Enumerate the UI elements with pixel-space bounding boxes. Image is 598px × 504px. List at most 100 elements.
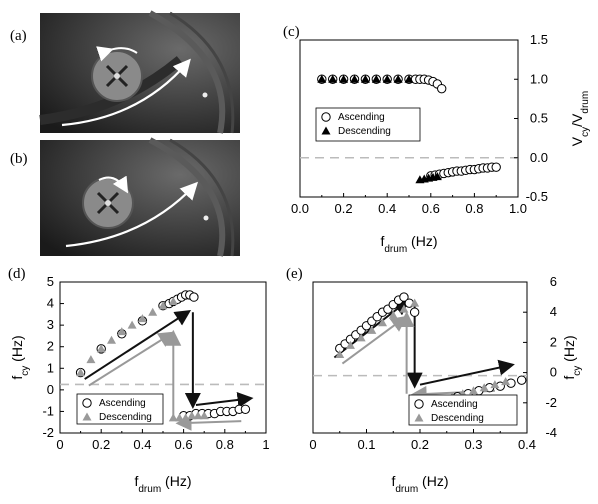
descending-point [335, 349, 345, 358]
y-tick-label: 0.5 [530, 111, 548, 126]
descending-point [367, 325, 377, 334]
arrow-descending-upper [88, 331, 175, 387]
descending-point [404, 74, 414, 83]
y-axis-label: fcy (Hz) [561, 335, 583, 379]
descending-point [107, 335, 116, 344]
y-axis-label: fcy (Hz) [9, 335, 31, 379]
descending-point [317, 74, 327, 83]
descending-point [168, 413, 178, 422]
legend-ascending-label: Ascending [431, 399, 478, 410]
descending-point [399, 304, 409, 313]
y-tick-label: 1 [47, 360, 54, 375]
photo-a [39, 10, 240, 134]
ascending-point [189, 292, 199, 302]
descending-point [371, 74, 381, 83]
ascending-point [491, 162, 501, 172]
x-tick-label: 0.4 [378, 201, 396, 216]
legend-descending-label: Descending [99, 412, 152, 423]
x-tick-label: 0.6 [175, 437, 193, 452]
descending-point [350, 74, 359, 83]
ascending-point [409, 307, 420, 317]
descending-point [360, 74, 370, 83]
arrow-descending-lower [175, 414, 242, 431]
descending-point [117, 327, 127, 336]
x-tick-label: 0 [309, 437, 316, 452]
legend-box [315, 107, 421, 142]
x-tick-label: 0 [56, 437, 63, 452]
ascending-point [437, 83, 447, 94]
legend-descending-label: Descending [431, 413, 484, 424]
legend-descending-marker [414, 413, 424, 422]
y-tick-label: 2 [550, 334, 557, 349]
descending-point [158, 301, 168, 310]
legend-box [76, 393, 164, 425]
y-tick-label: -4 [545, 425, 557, 440]
descending-point [339, 74, 349, 83]
ascending-point [399, 292, 409, 302]
legend-ascending-label: Ascending [99, 398, 146, 409]
descending-point [193, 411, 203, 420]
descending-point [127, 320, 137, 329]
legend-ascending-label: Ascending [338, 112, 385, 123]
y-tick-label: -2 [545, 395, 557, 410]
x-tick-label: 0.3 [464, 437, 482, 452]
descending-point [345, 340, 355, 349]
ascending-point [240, 404, 251, 414]
descending-point [410, 298, 420, 307]
arrow-ascending-lower [195, 391, 254, 408]
y-tick-label: 5 [47, 274, 54, 289]
descending-point [199, 411, 209, 420]
descending-point [490, 380, 500, 389]
x-tick-label: 1 [262, 437, 269, 452]
descending-point [356, 333, 366, 342]
y-tick-label: -2 [42, 425, 54, 440]
legend-descending-label: Descending [338, 126, 391, 137]
descending-point [148, 307, 158, 316]
y-tick-label: -1 [42, 403, 54, 418]
x-tick-label: 0.4 [133, 437, 151, 452]
descending-point [168, 296, 178, 305]
panel-letter-c: (c) [283, 24, 300, 40]
y-tick-label: 6 [550, 274, 557, 289]
y-tick-label: 3 [47, 317, 54, 332]
descending-point [328, 74, 338, 83]
y-axis-label: Vcy/Vdrum [569, 91, 591, 146]
x-tick-label: 0.2 [92, 437, 110, 452]
descending-point [388, 310, 398, 319]
x-tick-label: 0.4 [518, 437, 536, 452]
x-tick-label: 0.6 [422, 201, 440, 216]
descending-point [174, 413, 184, 422]
y-tick-label: 1.5 [530, 32, 548, 47]
panel-letter-a: (a) [10, 28, 27, 44]
x-tick-label: 0.0 [291, 201, 309, 216]
chart-c: 0.0 0.2 0.4 0.6 0.8 1.0-0.50.00.51.01.5fdrum … [291, 32, 591, 255]
chart-e: 0 0.1 0.2 0.3 0.4 -4 -2 0 2 4 6 fdrum (Hz) fcy (Hz) A… [309, 274, 582, 495]
legend-box [408, 394, 518, 426]
panel-letter-b: (b) [10, 151, 28, 167]
x-tick-label: 1.0 [509, 201, 527, 216]
x-axis-label: fdrum (Hz) [134, 473, 191, 495]
descending-point [382, 74, 392, 83]
x-axis-label: fdrum (Hz) [380, 233, 437, 255]
y-tick-label: 2 [47, 339, 54, 354]
descending-point [187, 411, 197, 420]
legend-descending-marker [321, 126, 331, 135]
y-tick-label: 1.0 [530, 71, 548, 86]
y-tick-label: 4 [550, 304, 557, 319]
descending-point [469, 386, 478, 395]
y-tick-label: 4 [47, 296, 54, 311]
descending-point [479, 383, 489, 392]
chart-d: 0 0.2 0.4 0.6 0.8 1 -2 -1 0 1 2 3 4 5 fdrum (Hz) fcy (H… [9, 274, 270, 495]
x-tick-label: 0.2 [411, 437, 429, 452]
descending-point [96, 344, 106, 353]
descending-point [137, 314, 147, 323]
y-tick-label: 0 [550, 365, 557, 380]
descending-point [181, 413, 191, 422]
photo-b [40, 137, 240, 257]
y-tick-label: -0.5 [526, 189, 548, 204]
ascending-point [516, 375, 527, 385]
descending-point [501, 377, 511, 386]
y-tick-label: 0 [47, 382, 54, 397]
x-tick-label: 0.2 [335, 201, 353, 216]
